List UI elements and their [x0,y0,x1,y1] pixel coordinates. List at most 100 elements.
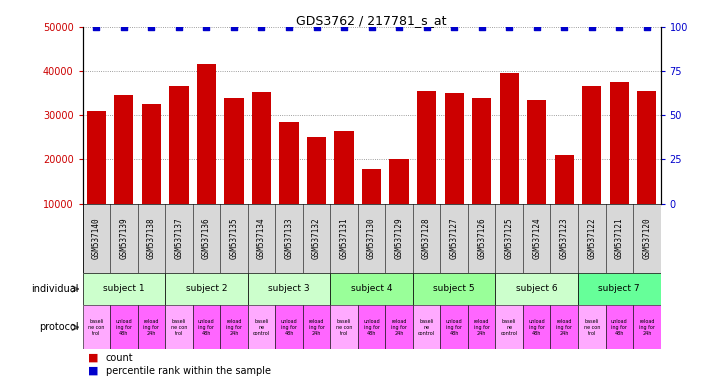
Bar [83,305,110,349]
Point [641,24,653,30]
Bar [472,98,491,204]
Text: subject 4: subject 4 [351,285,392,293]
Bar [110,305,138,349]
Text: baseli
ne con
trol: baseli ne con trol [336,319,353,336]
Point [338,24,350,30]
Text: GSM537130: GSM537130 [367,217,376,259]
Text: GSM537128: GSM537128 [422,217,431,259]
Text: subject 3: subject 3 [269,285,309,293]
Text: reload
ing for
24h: reload ing for 24h [226,319,242,336]
Text: reload
ing for
24h: reload ing for 24h [309,319,325,336]
Point [283,24,295,30]
Point [614,24,625,30]
Point [476,24,488,30]
Bar [303,305,330,349]
Text: reload
ing for
24h: reload ing for 24h [639,319,655,336]
Text: reload
ing for
24h: reload ing for 24h [144,319,159,336]
Point [256,24,267,30]
Bar [169,86,189,204]
Point [586,24,597,30]
Bar [335,131,354,204]
Point [201,24,213,30]
Bar [165,273,248,305]
Bar [578,273,661,305]
Text: subject 5: subject 5 [434,285,475,293]
Bar [610,82,629,204]
Text: baseli
ne
control: baseli ne control [253,319,270,336]
Text: GSM537126: GSM537126 [477,217,486,259]
Text: subject 1: subject 1 [103,285,144,293]
Text: unload
ing for
48h: unload ing for 48h [528,319,545,336]
Point [366,24,378,30]
Bar [500,73,519,204]
Text: GSM537123: GSM537123 [560,217,569,259]
Bar [413,305,440,349]
Text: GSM537140: GSM537140 [92,217,101,259]
Text: ■: ■ [88,366,99,376]
Bar [527,100,546,204]
Bar [220,305,248,349]
Bar [444,93,464,204]
Text: GSM537121: GSM537121 [615,217,624,259]
Point [393,24,405,30]
Bar [307,137,326,204]
Point [146,24,157,30]
Text: unload
ing for
48h: unload ing for 48h [363,319,380,336]
Bar [275,305,303,349]
Bar [197,65,216,204]
Point [531,24,543,30]
Text: reload
ing for
24h: reload ing for 24h [556,319,572,336]
Text: GSM537134: GSM537134 [257,217,266,259]
Bar [389,159,409,204]
Text: GSM537131: GSM537131 [340,217,348,259]
Text: GSM537132: GSM537132 [312,217,321,259]
Text: GSM537139: GSM537139 [119,217,129,259]
Bar [114,95,134,204]
Text: subject 7: subject 7 [599,285,640,293]
Bar [224,98,243,204]
Text: unload
ing for
48h: unload ing for 48h [281,319,297,336]
Bar [413,273,495,305]
Text: GSM537120: GSM537120 [643,217,651,259]
Text: GSM537125: GSM537125 [505,217,513,259]
Bar [248,273,330,305]
Bar [417,91,437,204]
Bar [279,122,299,204]
Text: baseli
ne
control: baseli ne control [500,319,518,336]
Point [173,24,185,30]
Bar [523,305,551,349]
Bar [141,104,161,204]
Point [118,24,130,30]
Text: GSM537122: GSM537122 [587,217,596,259]
Text: individual: individual [32,284,79,294]
Bar [637,91,656,204]
Bar [633,305,661,349]
Bar [192,305,220,349]
Bar [551,305,578,349]
Text: baseli
ne con
trol: baseli ne con trol [584,319,600,336]
Text: reload
ing for
24h: reload ing for 24h [391,319,407,336]
Text: GSM537138: GSM537138 [147,217,156,259]
Bar [252,92,271,204]
Text: ■: ■ [88,353,99,362]
Text: unload
ing for
48h: unload ing for 48h [611,319,628,336]
Text: GSM537133: GSM537133 [284,217,294,259]
Text: GSM537137: GSM537137 [174,217,183,259]
Bar [386,305,413,349]
Text: GSM537124: GSM537124 [532,217,541,259]
Bar [495,305,523,349]
Bar [578,305,605,349]
Bar [330,305,358,349]
Bar [330,273,413,305]
Point [90,24,102,30]
Text: GSM537135: GSM537135 [230,217,238,259]
Text: subject 6: subject 6 [516,285,557,293]
Point [559,24,570,30]
Bar [582,86,602,204]
Bar [87,111,106,204]
Text: unload
ing for
48h: unload ing for 48h [116,319,132,336]
Text: unload
ing for
48h: unload ing for 48h [446,319,462,336]
Point [228,24,240,30]
Bar [554,155,574,204]
Text: percentile rank within the sample: percentile rank within the sample [106,366,271,376]
